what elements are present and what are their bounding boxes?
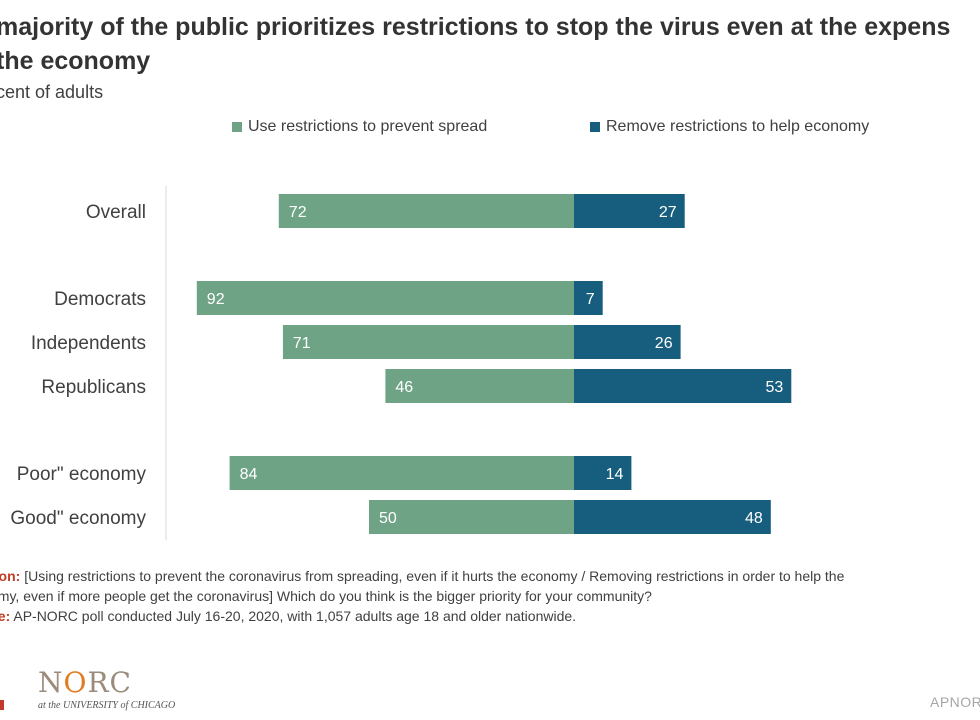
- legend-swatch-green: [232, 122, 242, 132]
- question-note-2: omy, even if more people get the coronav…: [0, 586, 980, 606]
- apnorc-footer-text: APNOR: [930, 694, 980, 710]
- norc-logo: NORC at the UNIVERSITY of CHICAGO: [38, 668, 175, 714]
- brand-mark: [0, 700, 4, 710]
- legend-item-economy: Remove restrictions to help economy: [590, 118, 869, 136]
- bar-use-restrictions: [196, 281, 575, 315]
- source-text: AP-NORC poll conducted July 16-20, 2020,…: [10, 608, 577, 624]
- bar-remove-restrictions: [574, 325, 681, 359]
- legend-label-economy: Remove restrictions to help economy: [606, 118, 870, 135]
- data-label-remove-restrictions: 48: [745, 510, 763, 527]
- question-text-2: omy, even if more people get the coronav…: [0, 588, 652, 604]
- bar-use-restrictions: [282, 325, 574, 359]
- source-label: ce:: [0, 608, 11, 624]
- bar-remove-restrictions: [574, 369, 792, 403]
- legend-swatch-blue: [590, 122, 600, 132]
- category-label: Poor" economy: [17, 464, 147, 485]
- data-label-remove-restrictions: 27: [659, 204, 677, 221]
- category-label: Independents: [31, 333, 146, 354]
- norc-logo-wordmark: NORC: [38, 666, 132, 699]
- question-label: tion:: [0, 568, 21, 584]
- legend-label-restrictions: Use restrictions to prevent spread: [248, 118, 488, 135]
- question-note: tion: [Using restrictions to prevent the…: [0, 566, 980, 586]
- chart-subtitle: cent of adults: [0, 82, 104, 102]
- data-label-remove-restrictions: 14: [606, 466, 624, 483]
- data-label-use-restrictions: 46: [395, 379, 413, 396]
- bar-use-restrictions: [385, 369, 574, 403]
- data-label-use-restrictions: 50: [379, 510, 397, 527]
- chart-notes: tion: [Using restrictions to prevent the…: [0, 566, 980, 626]
- data-label-use-restrictions: 71: [293, 335, 311, 352]
- chart-title-line-1: majority of the public prioritizes restr…: [0, 13, 951, 41]
- chart-legend: Use restrictions to prevent spread Remov…: [0, 118, 980, 142]
- data-label-remove-restrictions: 53: [766, 379, 784, 396]
- data-label-use-restrictions: 92: [207, 291, 225, 308]
- bar-use-restrictions: [229, 456, 574, 490]
- data-label-remove-restrictions: 7: [586, 291, 595, 308]
- norc-logo-subtitle: at the UNIVERSITY of CHICAGO: [38, 700, 176, 711]
- category-label: Republicans: [41, 377, 146, 398]
- data-label-use-restrictions: 72: [289, 204, 307, 221]
- chart-title-line-2: the economy: [0, 47, 151, 75]
- bar-remove-restrictions: [574, 500, 771, 534]
- legend-item-restrictions: Use restrictions to prevent spread: [232, 118, 487, 136]
- diverging-bar-chart: Overall 72 27 Democrats 92 7 Independents 71 26 R…: [10, 186, 792, 540]
- data-label-use-restrictions: 84: [240, 466, 258, 483]
- bar-remove-restrictions: [574, 281, 603, 315]
- data-label-remove-restrictions: 26: [655, 335, 673, 352]
- bar-remove-restrictions: [574, 456, 632, 490]
- bar-use-restrictions: [369, 500, 574, 534]
- question-text-1: [Using restrictions to prevent the coron…: [20, 568, 845, 584]
- category-label: Overall: [86, 202, 146, 223]
- norc-logo-star-o: O: [63, 666, 88, 699]
- chart-title: majority of the public prioritizes restr…: [0, 10, 980, 78]
- bar-remove-restrictions: [574, 194, 685, 228]
- source-note: ce: AP-NORC poll conducted July 16-20, 2…: [0, 606, 980, 626]
- category-label: Good" economy: [10, 508, 146, 529]
- category-label: Democrats: [54, 289, 146, 310]
- bar-use-restrictions: [278, 194, 574, 228]
